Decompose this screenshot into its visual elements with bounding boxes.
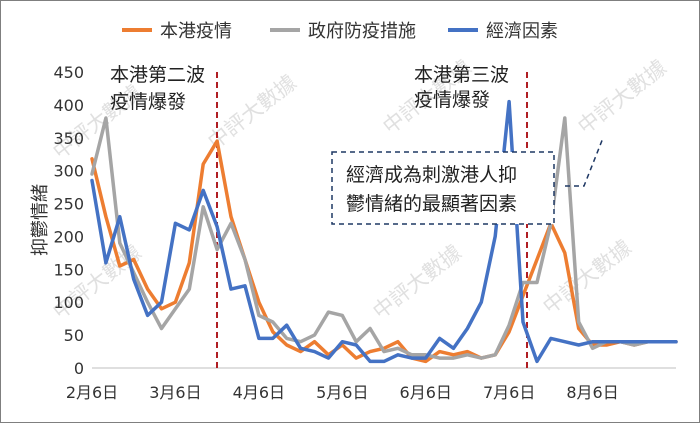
axes: 0 50 100 150 200 250 300 350 400 450 2月6日 3月6日 4月6日 5… xyxy=(30,63,676,402)
annotation-wave2: 本港第二波 xyxy=(110,64,205,86)
y-tick-label: 100 xyxy=(53,293,84,312)
x-tick-label: 7月6日 xyxy=(483,383,535,402)
y-tick-label: 200 xyxy=(53,227,84,246)
annotation-wave3: 本港第三波 xyxy=(414,64,509,86)
legend-label: 本港疫情 xyxy=(160,21,232,42)
series-line-2 xyxy=(90,116,678,360)
x-tick-label: 2月6日 xyxy=(66,383,118,402)
legend-label: 政府防疫措施 xyxy=(308,21,416,42)
y-tick-label: 150 xyxy=(53,260,84,279)
callout-text: 鬱情緒的最顯著因素 xyxy=(346,193,517,215)
watermark-text: 中評大數據 xyxy=(368,240,466,324)
x-tick-label: 6月6日 xyxy=(400,383,452,402)
x-tick-label: 5月6日 xyxy=(316,383,368,402)
x-tick-label: 4月6日 xyxy=(233,383,285,402)
series-line-3 xyxy=(90,99,678,364)
y-tick-label: 300 xyxy=(53,162,84,181)
y-axis-title: 抑鬱情緒 xyxy=(30,184,51,256)
y-tick-label: 400 xyxy=(53,96,84,115)
annotation-wave2: 疫情爆發 xyxy=(110,91,186,113)
y-tick-label: 350 xyxy=(53,129,84,148)
y-tick-label: 50 xyxy=(64,326,84,345)
watermark-text: 中評大數據 xyxy=(573,55,671,139)
callout-box xyxy=(331,151,555,225)
x-tick-label: 3月6日 xyxy=(149,383,201,402)
watermark-text: 中評大數據 xyxy=(538,235,636,319)
x-tick-label: 8月6日 xyxy=(566,383,618,402)
callout-connector xyxy=(565,137,604,187)
annotation-wave3: 疫情爆發 xyxy=(414,89,490,111)
callout-text: 經濟成為刺激港人抑 xyxy=(346,164,517,186)
y-tick-label: 0 xyxy=(74,359,84,378)
y-tick-label: 250 xyxy=(53,195,84,214)
legend-label: 經濟因素 xyxy=(486,21,558,42)
y-tick-label: 450 xyxy=(53,63,84,82)
series-layer xyxy=(90,99,678,364)
legend: 本港疫情 政府防疫措施 經濟因素 xyxy=(122,21,558,42)
